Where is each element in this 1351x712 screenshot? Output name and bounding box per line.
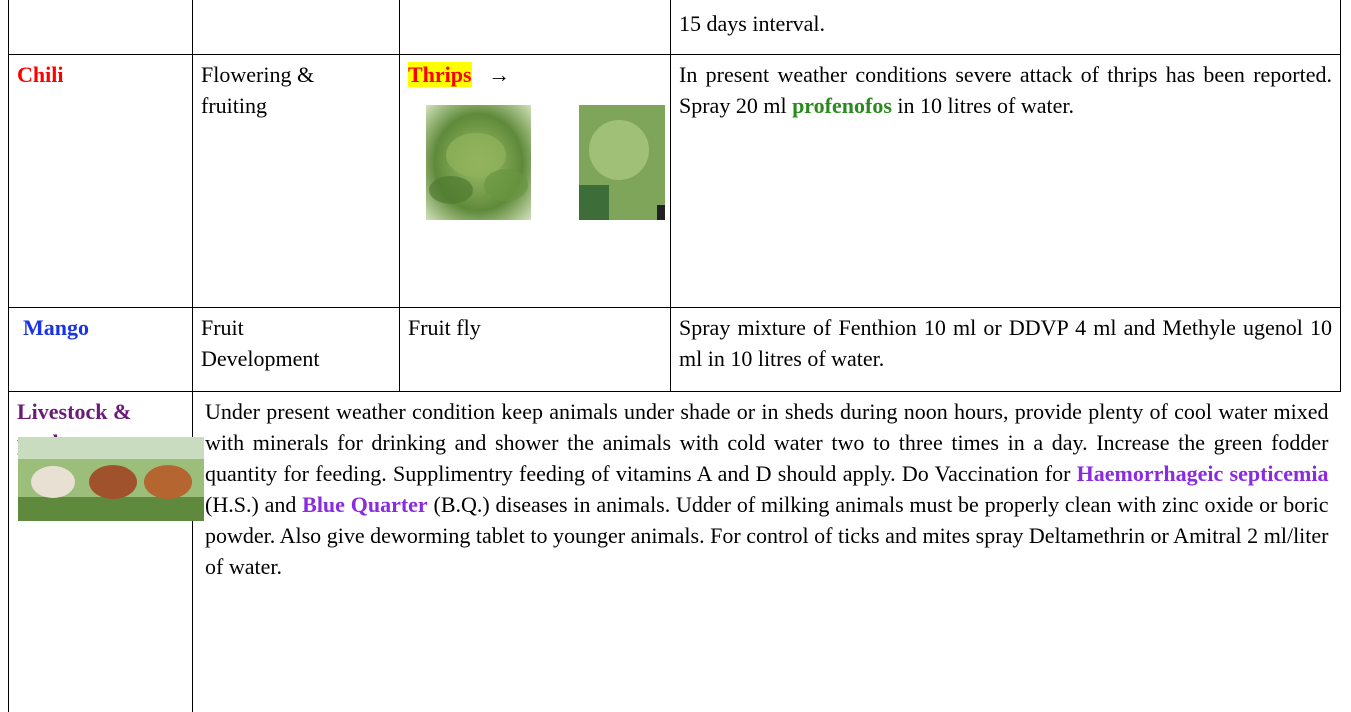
page: 15 days interval. Chili Flowering & frui… xyxy=(0,0,1351,690)
crop-name: Chili xyxy=(17,62,63,87)
thrips-photo xyxy=(426,105,531,220)
table-row: Chili Flowering & fruiting Thrips → In p… xyxy=(9,55,1341,308)
cell: Flowering & fruiting xyxy=(193,55,400,308)
advisory-text: in 10 litres of water. xyxy=(892,93,1074,118)
cell: In present weather conditions severe att… xyxy=(671,55,1341,308)
cell xyxy=(9,0,193,55)
arrow: → xyxy=(488,62,510,87)
cell xyxy=(193,0,400,55)
pest-name: Thrips xyxy=(408,62,472,87)
cell: 15 days interval. xyxy=(671,0,1341,55)
cell: Under present weather condition keep ani… xyxy=(193,392,1341,712)
advisory-text: (H.S.) and xyxy=(205,492,302,517)
disease-name: Haemorrhageic septicemia xyxy=(1077,461,1329,486)
crop-name: Mango xyxy=(23,315,89,340)
chemical-name: profenofos xyxy=(792,93,892,118)
table-row: Livestock & poultry Under present weathe… xyxy=(9,392,1341,712)
cell: Chili xyxy=(9,55,193,308)
advisory-text: Spray mixture of Fenthion 10 ml or DDVP … xyxy=(679,315,1332,371)
advisory-table: 15 days interval. Chili Flowering & frui… xyxy=(8,0,1341,712)
cell: Fruit fly xyxy=(400,308,671,392)
cell: Thrips → xyxy=(400,55,671,308)
cell xyxy=(400,0,671,55)
table-row: 15 days interval. xyxy=(9,0,1341,55)
crop-stage: Fruit Development xyxy=(201,312,336,374)
crop-stage: Flowering & fruiting xyxy=(201,59,336,121)
cell: Spray mixture of Fenthion 10 ml or DDVP … xyxy=(671,308,1341,392)
cell: Fruit Development xyxy=(193,308,400,392)
pest-name: Fruit fly xyxy=(408,315,481,340)
table-row: Mango Fruit Development Fruit fly Spray … xyxy=(9,308,1341,392)
disease-name: Blue Quarter xyxy=(302,492,428,517)
advisory-text: 15 days interval. xyxy=(679,11,825,36)
thrips-photo xyxy=(579,105,665,220)
cell: Mango xyxy=(9,308,193,392)
cattle-photo xyxy=(18,437,204,521)
